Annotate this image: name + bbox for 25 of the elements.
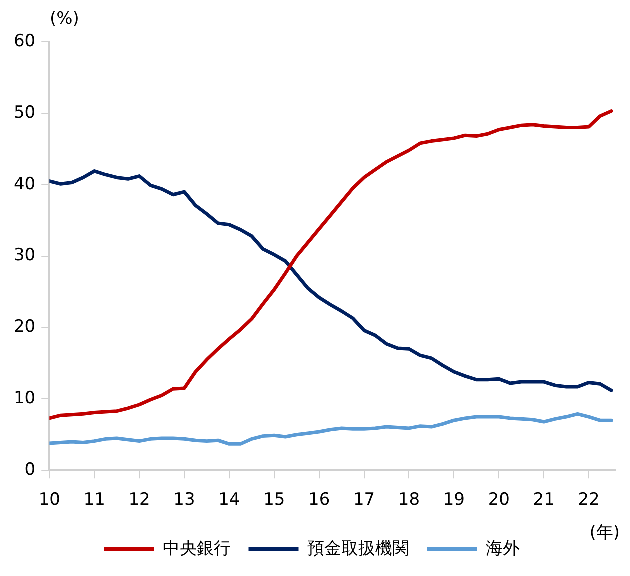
legend-label: 海外 bbox=[486, 538, 520, 559]
y-tick-label: 10 bbox=[14, 388, 36, 409]
x-tick-label: 12 bbox=[128, 490, 150, 510]
y-tick-label: 0 bbox=[24, 460, 36, 480]
x-tick-label: 20 bbox=[488, 490, 510, 510]
x-tick-label: 11 bbox=[84, 490, 106, 510]
y-tick-label: 50 bbox=[14, 102, 36, 123]
y-tick-label: 30 bbox=[14, 246, 36, 266]
legend-label: 預金取扱機関 bbox=[307, 538, 410, 559]
y-tick-label: 60 bbox=[14, 31, 36, 52]
x-tick-label: 22 bbox=[578, 490, 600, 510]
x-tick-label: 14 bbox=[218, 490, 240, 510]
x-tick-label: 21 bbox=[533, 490, 555, 510]
x-tick-label: 18 bbox=[398, 490, 420, 510]
x-axis-title: (年) bbox=[590, 522, 620, 543]
x-tick-label: 17 bbox=[353, 490, 376, 510]
x-tick-label: 19 bbox=[443, 490, 465, 510]
legend-label: 中央銀行 bbox=[162, 538, 231, 559]
x-tick-label: 10 bbox=[38, 490, 60, 510]
x-tick-label: 16 bbox=[308, 490, 330, 510]
x-tick-label: 15 bbox=[264, 490, 286, 510]
x-tick-label: 13 bbox=[174, 490, 196, 510]
y-tick-label: 40 bbox=[14, 174, 36, 194]
y-axis-title: (%) bbox=[50, 8, 80, 29]
y-tick-label: 20 bbox=[14, 317, 36, 338]
